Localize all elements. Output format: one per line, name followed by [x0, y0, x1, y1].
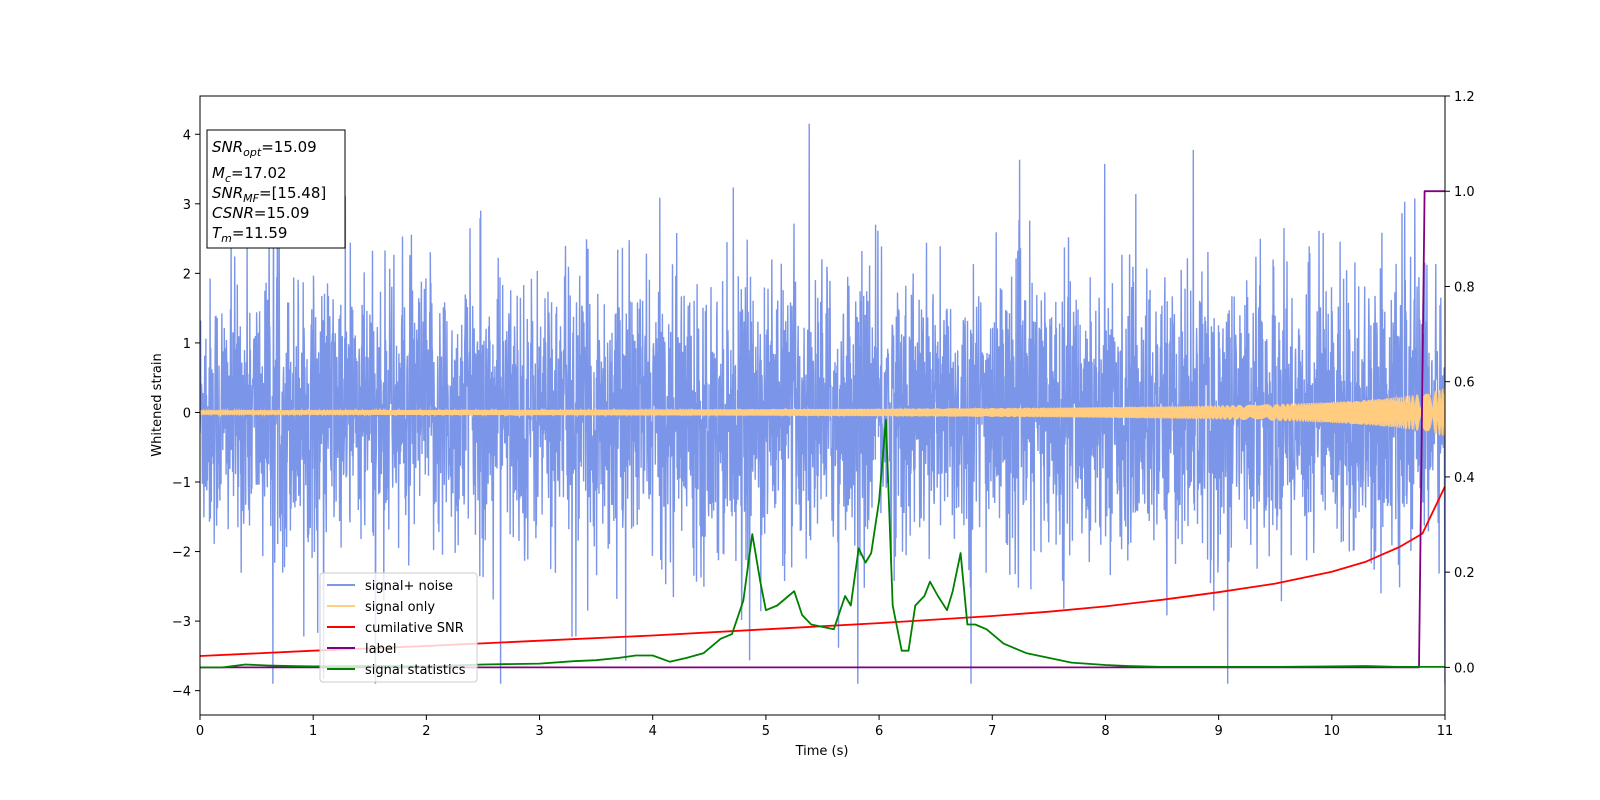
y-left-tick-label: 1 — [183, 337, 191, 352]
y-right-tick-label: 1.0 — [1454, 185, 1475, 200]
y-left-tick-label: 3 — [183, 198, 191, 213]
x-tick-label: 6 — [875, 724, 883, 739]
series-signal-only — [200, 388, 1445, 437]
y-axis-label: Whitened strain — [150, 353, 165, 456]
series-cumulative-snr — [200, 486, 1445, 657]
annotation-value: =[15.48] — [259, 184, 326, 202]
x-tick-label: 9 — [1214, 724, 1222, 739]
x-tick-label: 1 — [309, 724, 317, 739]
annotation-symbol: SNR — [212, 184, 243, 202]
y-right-tick-label: 1.2 — [1454, 90, 1475, 105]
y-left-tick-label: 2 — [183, 267, 191, 282]
legend-label: cumilative SNR — [365, 621, 464, 636]
legend-label: signal+ noise — [365, 579, 453, 594]
y-left-tick-label: −3 — [172, 615, 191, 630]
annotation-subscript: MF — [243, 192, 259, 205]
legend-frame — [319, 572, 478, 683]
series-layer — [200, 123, 1445, 684]
y-axis-right: 0.0 0.2 0.4 0.6 0.8 1.0 1.2 — [1445, 90, 1475, 676]
legend: signal+ noise signal only cumilative SNR la… — [319, 572, 478, 683]
y-right-tick-label: 0.2 — [1454, 566, 1475, 581]
y-right-tick-label: 0.4 — [1454, 471, 1475, 486]
annotation-symbol: M — [212, 164, 225, 182]
x-tick-label: 7 — [988, 724, 996, 739]
y-right-tick-label: 0.6 — [1454, 376, 1475, 391]
annotation-line: CSNR=15.09 — [212, 204, 309, 222]
annotation-value: =17.02 — [231, 164, 287, 182]
y-axis-left: −4 −3 −2 −1 0 1 2 3 4 — [172, 128, 200, 700]
x-axis-label: Time (s) — [795, 744, 849, 759]
x-axis: 0 1 2 3 4 5 6 7 8 9 10 11 — [196, 715, 1453, 739]
y-left-tick-label: −2 — [172, 546, 191, 561]
annotation-line: SNRopt=15.09 — [212, 138, 317, 159]
x-tick-label: 11 — [1437, 724, 1454, 739]
x-tick-label: 4 — [649, 724, 657, 739]
annotation-subscript: c — [225, 172, 231, 185]
x-tick-label: 8 — [1101, 724, 1109, 739]
annotation-value: =11.59 — [232, 224, 288, 242]
series-label — [200, 190, 1445, 669]
plot-frame — [199, 95, 1446, 716]
y-left-tick-label: 4 — [183, 128, 191, 143]
annotation-value: =15.09 — [261, 138, 317, 156]
y-right-tick-label: 0.8 — [1454, 280, 1475, 295]
x-tick-label: 3 — [535, 724, 543, 739]
annotation-box: SNRopt=15.09Mc=17.02SNRMF=[15.48]CSNR=15… — [206, 129, 346, 249]
legend-label: signal only — [365, 600, 435, 615]
series-signal-statistics — [200, 418, 1445, 669]
annotation-subscript: opt — [243, 146, 262, 159]
x-tick-label: 5 — [762, 724, 770, 739]
x-tick-label: 10 — [1324, 724, 1341, 739]
annotation-subscript: m — [221, 232, 232, 245]
y-left-tick-label: −4 — [172, 685, 191, 700]
y-left-tick-label: 0 — [183, 406, 191, 421]
x-tick-label: 2 — [422, 724, 430, 739]
annotation-symbol: SNR — [212, 138, 243, 156]
legend-label: label — [365, 642, 396, 657]
annotation-symbol: CSNR — [212, 204, 254, 222]
annotation-line: Tm=11.59 — [212, 224, 287, 245]
y-right-tick-label: 0.0 — [1454, 661, 1475, 676]
legend-label: signal statistics — [365, 663, 466, 678]
series-signal-plus-noise — [200, 123, 1445, 684]
annotation-symbol: T — [212, 224, 223, 242]
annotation-value: =15.09 — [254, 204, 310, 222]
y-left-tick-label: −1 — [172, 476, 191, 491]
x-tick-label: 0 — [196, 724, 204, 739]
annotation-line: Mc=17.02 — [212, 164, 287, 185]
annotation-line: SNRMF=[15.48] — [212, 184, 326, 205]
annotation-frame — [206, 129, 346, 249]
